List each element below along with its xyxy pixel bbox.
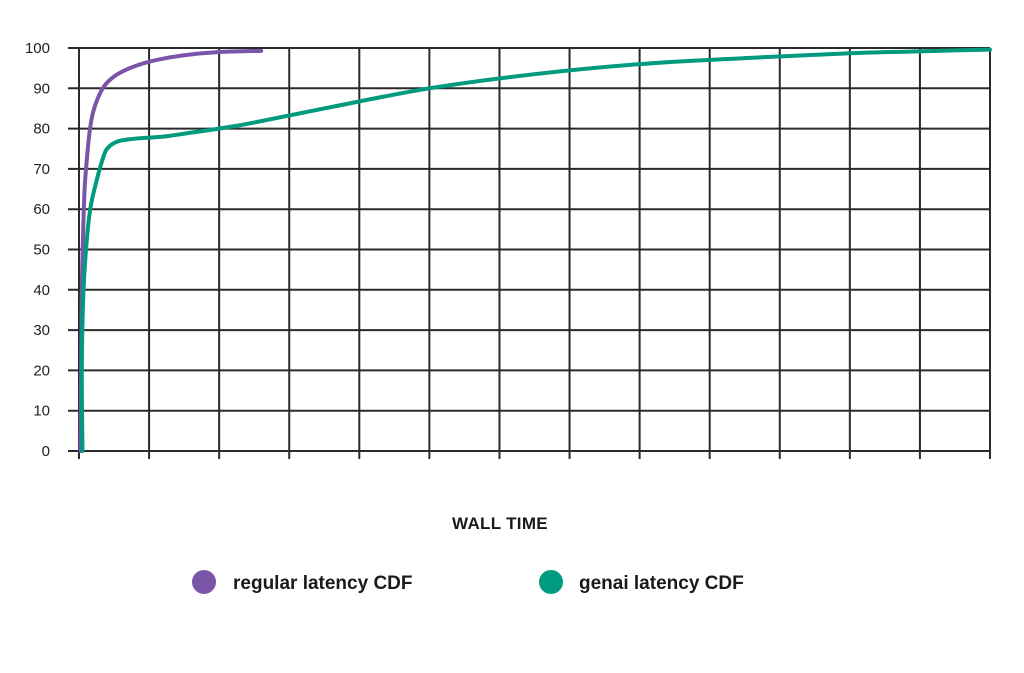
y-tick-label: 10 — [33, 403, 50, 420]
y-tick-label: 80 — [33, 121, 50, 138]
legend-swatch-regular — [192, 570, 216, 594]
y-tick-label: 30 — [33, 322, 50, 339]
legend-label-genai: genai latency CDF — [579, 573, 744, 594]
legend-swatch-genai — [539, 570, 563, 594]
legend: regular latency CDF genai latency CDF — [192, 570, 744, 594]
grid-layer — [68, 47, 991, 459]
y-tick-label: 40 — [33, 282, 50, 299]
y-tick-label: 50 — [33, 242, 50, 259]
y-tick-labels: 0 10 20 30 40 50 60 70 80 90 100 — [25, 40, 50, 460]
y-tick-label: 100 — [25, 40, 50, 57]
y-tick-label: 90 — [33, 80, 50, 97]
legend-label-regular: regular latency CDF — [233, 573, 413, 594]
y-tick-label: 20 — [33, 362, 50, 379]
series-layer — [78, 47, 992, 453]
y-tick-label: 70 — [33, 161, 50, 178]
y-tick-label: 60 — [33, 201, 50, 218]
legend-item-regular: regular latency CDF — [192, 570, 413, 594]
y-tick-label: 0 — [42, 443, 50, 460]
x-axis-title: WALL TIME — [452, 514, 548, 533]
genai-latency-cdf-line — [79, 47, 992, 453]
legend-item-genai: genai latency CDF — [539, 570, 744, 594]
regular-latency-cdf-line — [78, 48, 264, 453]
